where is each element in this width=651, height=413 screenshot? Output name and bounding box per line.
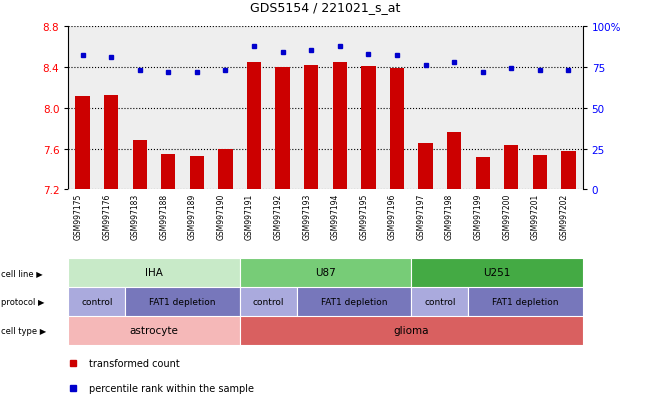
Bar — [68, 287, 126, 316]
Text: control: control — [424, 297, 456, 306]
Text: GSM997196: GSM997196 — [388, 193, 397, 240]
Text: GSM997189: GSM997189 — [188, 193, 197, 240]
Text: GSM997201: GSM997201 — [531, 193, 540, 240]
Text: GSM997190: GSM997190 — [217, 193, 225, 240]
Bar — [411, 258, 583, 287]
Bar — [561, 151, 575, 190]
Bar — [304, 66, 318, 190]
Bar — [240, 258, 411, 287]
Bar — [76, 97, 90, 190]
Text: GSM997194: GSM997194 — [331, 193, 340, 240]
Bar — [361, 66, 376, 190]
Text: GSM997200: GSM997200 — [502, 193, 511, 240]
Bar — [390, 69, 404, 190]
Text: GSM997199: GSM997199 — [474, 193, 482, 240]
Text: GSM997188: GSM997188 — [159, 193, 169, 240]
Bar — [333, 62, 347, 190]
Text: GDS5154 / 221021_s_at: GDS5154 / 221021_s_at — [251, 2, 400, 14]
Bar — [297, 287, 411, 316]
Text: GSM997176: GSM997176 — [102, 193, 111, 240]
Text: control: control — [81, 297, 113, 306]
Bar — [161, 154, 176, 190]
Bar — [411, 287, 468, 316]
Bar — [104, 96, 118, 190]
Text: GSM997195: GSM997195 — [359, 193, 368, 240]
Bar — [247, 62, 261, 190]
Bar — [190, 157, 204, 190]
Bar — [133, 141, 147, 190]
Text: U87: U87 — [315, 268, 336, 278]
Bar — [447, 133, 461, 190]
Bar — [218, 149, 232, 190]
Bar — [240, 316, 583, 345]
Text: cell type ▶: cell type ▶ — [1, 326, 47, 335]
Bar — [419, 144, 433, 190]
Text: FAT1 depletion: FAT1 depletion — [321, 297, 387, 306]
Text: GSM997198: GSM997198 — [445, 193, 454, 240]
Bar — [504, 146, 518, 190]
Bar — [68, 316, 240, 345]
Text: cell line ▶: cell line ▶ — [1, 268, 43, 277]
Bar — [126, 287, 240, 316]
Text: FAT1 depletion: FAT1 depletion — [149, 297, 216, 306]
Bar — [240, 287, 297, 316]
Text: percentile rank within the sample: percentile rank within the sample — [89, 383, 254, 393]
Bar — [468, 287, 583, 316]
Text: transformed count: transformed count — [89, 358, 180, 368]
Bar — [68, 258, 240, 287]
Text: GSM997202: GSM997202 — [559, 193, 568, 240]
Text: GSM997175: GSM997175 — [74, 193, 83, 240]
Text: IHA: IHA — [145, 268, 163, 278]
Text: protocol ▶: protocol ▶ — [1, 297, 45, 306]
Text: FAT1 depletion: FAT1 depletion — [492, 297, 559, 306]
Bar — [475, 157, 490, 190]
Bar — [275, 68, 290, 190]
Text: GSM997191: GSM997191 — [245, 193, 254, 240]
Text: GSM997183: GSM997183 — [131, 193, 140, 240]
Bar — [533, 155, 547, 190]
Text: glioma: glioma — [393, 325, 429, 335]
Text: GSM997192: GSM997192 — [273, 193, 283, 240]
Text: U251: U251 — [483, 268, 510, 278]
Text: GSM997193: GSM997193 — [302, 193, 311, 240]
Text: control: control — [253, 297, 284, 306]
Text: GSM997197: GSM997197 — [417, 193, 426, 240]
Text: astrocyte: astrocyte — [130, 325, 178, 335]
